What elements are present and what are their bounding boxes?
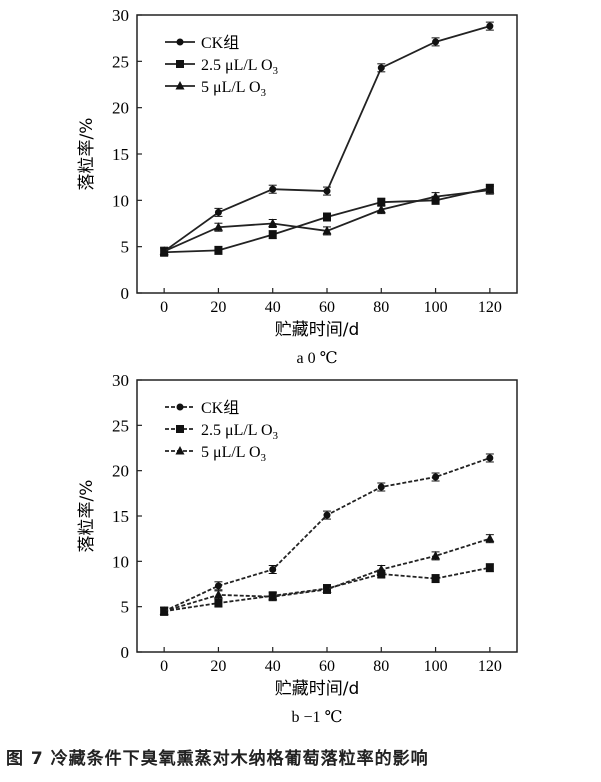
- circle-marker: [377, 483, 385, 491]
- x-tick-label: 100: [424, 299, 448, 316]
- y-tick-label: 30: [112, 6, 129, 25]
- legend-entry: CK组: [165, 399, 239, 417]
- circle-marker: [486, 454, 494, 462]
- y-tick-label: 0: [121, 643, 130, 662]
- triangle-marker: [376, 204, 386, 214]
- chart-panel-1: 0 5 10 15 20 25 30 0 20 40 60 80 100 120 贮藏时间/d a 0 ℃ 落粒…: [77, 6, 518, 367]
- x-tick-label: 80: [373, 658, 389, 675]
- circle-marker: [176, 38, 184, 46]
- chart-panel-2: 0 5 10 15 20 25 30 0 20 40 60 80 100 120 贮藏时间/d b −1 ℃ 落…: [77, 371, 518, 726]
- y-tick-label: 25: [112, 416, 129, 435]
- y-tick-label: 5: [121, 598, 130, 617]
- legend-label: CK组: [201, 34, 239, 52]
- y-axis-label: 落粒率/%: [77, 480, 97, 553]
- triangle-marker: [485, 185, 495, 194]
- x-tick-label: 40: [265, 658, 281, 675]
- square-marker: [377, 198, 386, 207]
- circle-marker: [432, 38, 440, 46]
- legend-entry: 5 μL/L O3: [165, 444, 267, 464]
- circle-marker: [323, 187, 331, 195]
- square-marker: [431, 574, 440, 583]
- series-3: [159, 533, 495, 616]
- x-tick-label: 20: [210, 299, 226, 316]
- figure-caption: 图 7 冷藏条件下臭氧熏蒸对木纳格葡萄落粒率的影响: [6, 749, 429, 769]
- legend-label: 5 μL/L O3: [201, 444, 267, 464]
- triangle-marker: [485, 533, 495, 543]
- legend-label: 2.5 μL/L O3: [201, 422, 279, 442]
- y-tick-label: 15: [112, 507, 129, 526]
- x-tick-label: 60: [319, 299, 335, 316]
- triangle-marker: [268, 591, 278, 601]
- x-tick-label: 60: [319, 658, 335, 675]
- y-tick-label: 5: [121, 238, 130, 257]
- x-tick-label: 0: [160, 299, 168, 316]
- triangle-marker: [431, 191, 441, 201]
- square-marker: [323, 213, 331, 222]
- x-tick-label: 40: [265, 299, 281, 316]
- legend-entry: 2.5 μL/L O3: [165, 422, 279, 442]
- square-marker: [214, 246, 223, 255]
- x-tick-label: 0: [160, 658, 168, 675]
- y-tick-label: 10: [112, 191, 129, 210]
- circle-marker: [432, 473, 440, 481]
- x-tick-label: 100: [424, 658, 448, 675]
- triangle-marker: [175, 81, 185, 90]
- square-marker: [214, 599, 223, 608]
- series-1: [160, 21, 494, 256]
- series-3: [159, 185, 495, 256]
- triangle-marker: [322, 225, 332, 235]
- x-axis-label: 贮藏时间/d: [275, 679, 360, 699]
- x-tick-label: 120: [478, 299, 502, 316]
- triangle-marker: [159, 606, 169, 615]
- legend-label: 5 μL/L O3: [201, 79, 267, 99]
- y-tick-label: 30: [112, 371, 129, 390]
- triangle-marker: [322, 584, 332, 593]
- square-marker: [176, 425, 184, 433]
- legend-entry: 5 μL/L O3: [165, 79, 267, 99]
- circle-marker: [323, 511, 331, 519]
- circle-marker: [269, 565, 277, 573]
- circle-marker: [377, 64, 385, 72]
- y-axis-label: 落粒率/%: [77, 118, 97, 191]
- circle-marker: [214, 582, 222, 590]
- legend-entry: 2.5 μL/L O3: [165, 57, 279, 77]
- circle-marker: [176, 403, 184, 411]
- triangle-marker: [213, 589, 223, 599]
- circle-marker: [214, 208, 222, 216]
- x-tick-label: 120: [478, 658, 502, 675]
- panel-subtitle: a 0 ℃: [297, 350, 338, 367]
- square-marker: [485, 563, 494, 572]
- triangle-marker: [175, 446, 185, 455]
- legend-entry: CK组: [165, 34, 239, 52]
- x-tick-label: 20: [210, 658, 226, 675]
- x-axis-label: 贮藏时间/d: [275, 320, 360, 340]
- triangle-marker: [431, 550, 441, 560]
- x-tick-label: 80: [373, 299, 389, 316]
- y-tick-label: 0: [121, 284, 130, 303]
- panel-subtitle: b −1 ℃: [292, 709, 343, 726]
- y-tick-label: 20: [112, 99, 129, 118]
- y-tick-label: 15: [112, 145, 129, 164]
- triangle-marker: [213, 222, 223, 231]
- square-marker: [377, 570, 386, 579]
- square-marker: [268, 230, 277, 239]
- y-tick-label: 10: [112, 552, 129, 571]
- y-tick-label: 20: [112, 462, 129, 481]
- triangle-marker: [268, 218, 278, 227]
- y-tick-label: 25: [112, 52, 129, 71]
- legend-label: CK组: [201, 399, 239, 417]
- circle-marker: [269, 185, 277, 193]
- series-line: [163, 537, 491, 613]
- square-marker: [176, 60, 184, 68]
- legend-label: 2.5 μL/L O3: [201, 57, 279, 77]
- triangle-marker: [376, 564, 386, 573]
- triangle-marker: [159, 246, 169, 255]
- circle-marker: [486, 22, 494, 30]
